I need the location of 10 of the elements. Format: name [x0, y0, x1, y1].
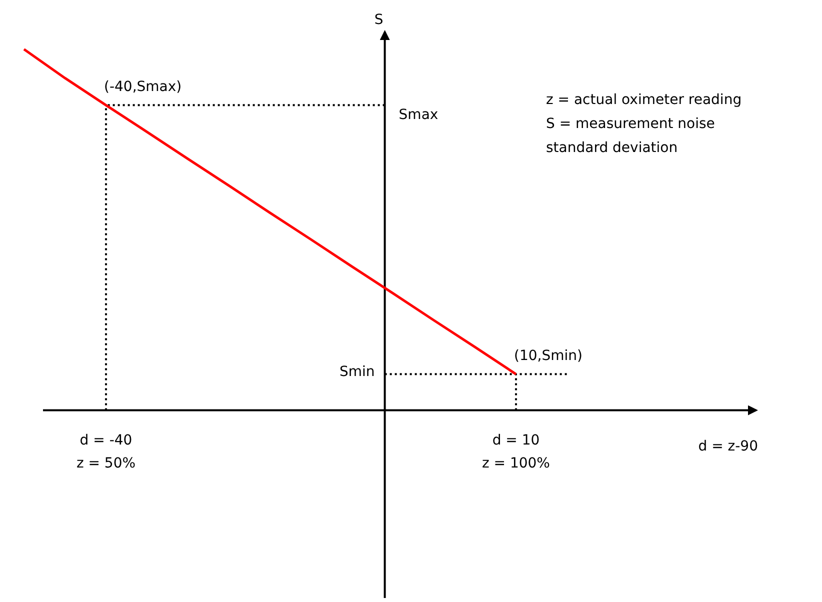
- x-tick-label: d = 10 z = 100%: [482, 432, 550, 472]
- text: S = measurement noise standard deviation: [546, 116, 715, 156]
- y-axis-title: S: [374, 12, 384, 28]
- x-tick-label: d = -40 z = 50%: [76, 432, 136, 472]
- ref-line-label: Smax: [398, 107, 438, 124]
- text: d = z-90: [698, 438, 758, 454]
- ref-line-label: Smin: [340, 364, 375, 380]
- annotation: (-40,Smax): [104, 79, 182, 96]
- text: z = actual oximeter reading: [546, 92, 742, 108]
- annotation: (10,Smin): [514, 348, 582, 364]
